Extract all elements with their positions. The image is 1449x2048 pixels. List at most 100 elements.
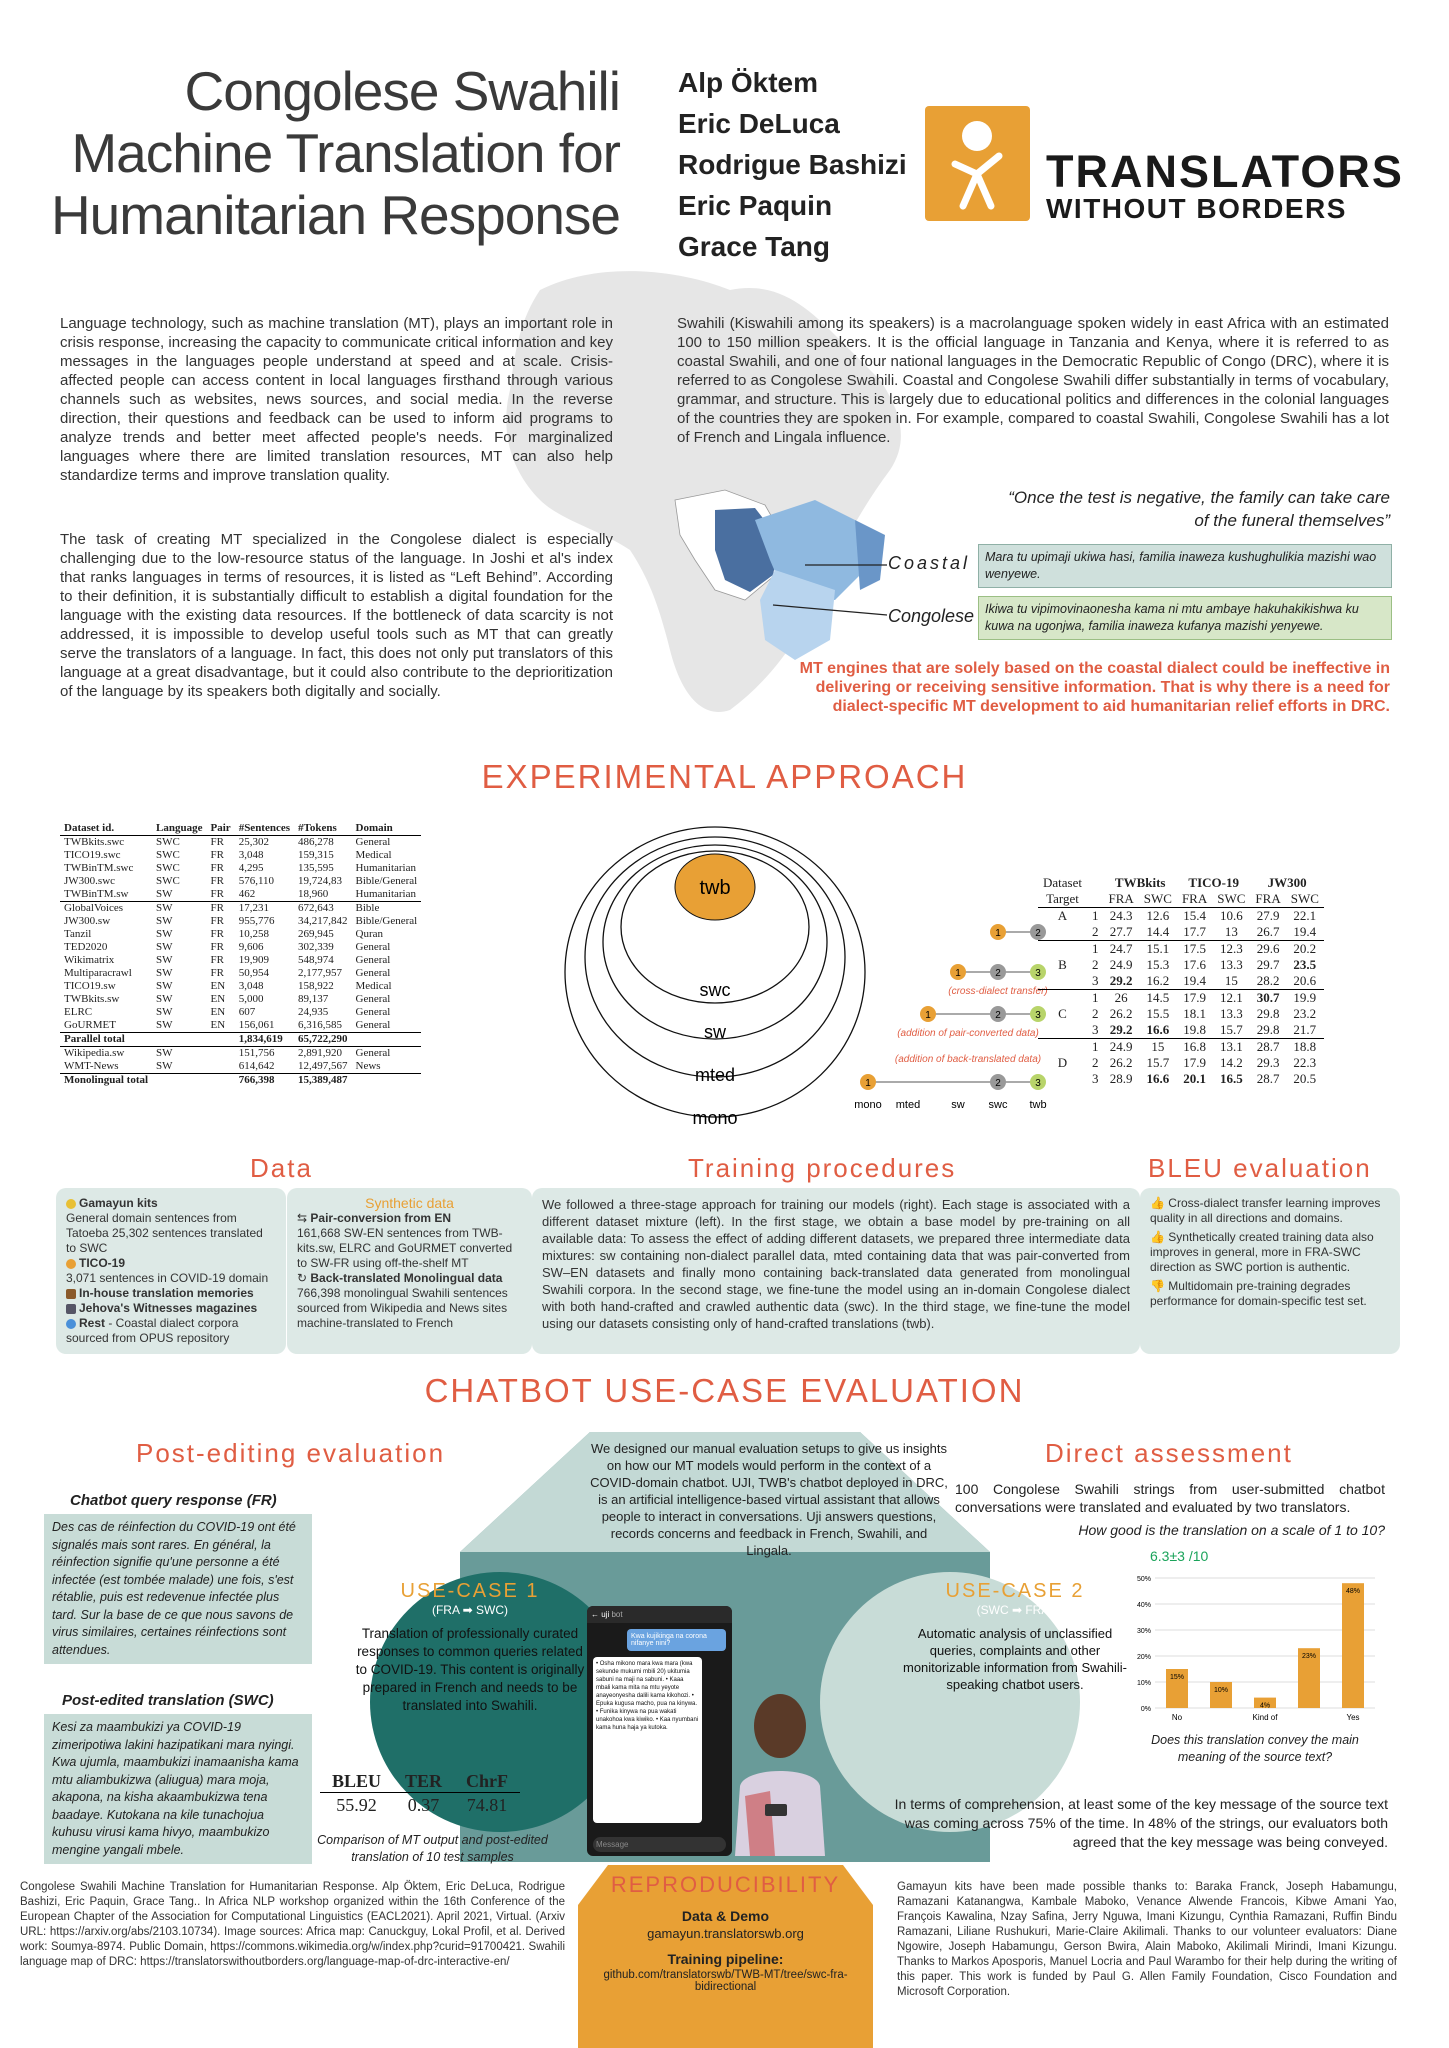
author: Rodrigue Bashizi <box>678 149 907 180</box>
table-cell: SW <box>156 954 173 966</box>
table-cell <box>352 1033 422 1047</box>
data-demo-link[interactable]: gamayun.translatorswb.org <box>647 1926 804 1941</box>
message-input[interactable]: Message <box>593 1837 726 1852</box>
table-cell: Multiparacrawl <box>64 967 132 979</box>
table-cell: TICO19.sw <box>64 980 116 992</box>
bar-value-label: 23% <box>1302 1653 1316 1660</box>
axis-label: mted <box>896 1099 920 1111</box>
table-cell: 10.6 <box>1219 908 1243 923</box>
table-row: GoURMET SW EN 156,061 6,316,585 General <box>60 1019 421 1033</box>
bleu-results-table: Dataset TWBkits TICO-19 JW300 Target FRA… <box>1038 875 1324 1087</box>
bleu-evaluation-panel: 👍 Cross-dialect transfer learning improv… <box>1140 1188 1400 1354</box>
use-case-1-circle <box>370 1572 630 1832</box>
table-cell: General <box>355 1019 391 1031</box>
back-arrow-icon[interactable]: ← <box>591 1610 599 1619</box>
svg-text:3: 3 <box>1035 1010 1041 1021</box>
table-cell: 13.3 <box>1219 957 1243 972</box>
table-cell: 20.2 <box>1293 941 1317 956</box>
table-cell: 16.6 <box>1146 1022 1170 1037</box>
table-row: 1 24.7 15.1 17.5 12.3 29.6 20.2 <box>1038 940 1324 958</box>
table-cell: FR <box>210 915 224 927</box>
svg-text:(addition of pair-converted da: (addition of pair-converted data) <box>897 1028 1039 1039</box>
table-cell: 20.1 <box>1183 1071 1206 1086</box>
table-cell: 17.7 <box>1183 924 1206 939</box>
table-cell: FR <box>210 967 224 979</box>
table-cell: Wikipedia.sw <box>64 1047 125 1059</box>
section-post-editing: Post-editing evaluation <box>136 1438 446 1468</box>
quote: “Once the test is negative, the family c… <box>1008 488 1390 530</box>
pipeline-c: 1 2 3 (addition of pair-converted data) <box>897 1006 1046 1039</box>
table-cell: JW300.sw <box>64 915 111 927</box>
circle-mted <box>584 836 846 1078</box>
table-row: Wikimatrix SW FR 19,909 548,974 General <box>60 954 421 967</box>
circle-label-mono: mono <box>692 1108 737 1128</box>
table-cell: EN <box>210 993 226 1005</box>
circle-label-mted: mted <box>695 1065 735 1085</box>
svg-text:2: 2 <box>995 968 1001 979</box>
table-cell: 24.3 <box>1109 908 1133 923</box>
table-header: #Tokens <box>294 822 352 836</box>
table-cell: 12.6 <box>1146 908 1170 923</box>
table-cell: SW <box>156 915 173 927</box>
red-highlight-note: MT engines that are solely based on the … <box>799 660 1390 715</box>
table-cell: 12.3 <box>1219 941 1243 956</box>
table-cell: ELRC <box>64 1006 93 1018</box>
circle-label-swc: swc <box>700 980 731 1000</box>
table-cell: 13 <box>1224 924 1238 939</box>
y-tick-label: 30% <box>1137 1628 1151 1635</box>
bar <box>1254 1697 1276 1708</box>
table-cell <box>152 1033 206 1047</box>
table-cell: Medical <box>355 849 392 861</box>
table-cell: FR <box>210 836 224 848</box>
group-label <box>1038 990 1087 1007</box>
book-icon <box>66 1288 76 1299</box>
table-cell: SW <box>156 980 173 992</box>
table-cell: 19.9 <box>1293 990 1317 1005</box>
table-row: Tanzil SW FR 10,258 269,945 Quran <box>60 928 421 941</box>
table-cell: FR <box>210 888 224 900</box>
table-row: TWBinTM.sw SW FR 462 18,960 Humanitarian <box>60 888 421 902</box>
y-tick-label: 10% <box>1137 1680 1151 1687</box>
table-cell: 28.2 <box>1256 973 1280 988</box>
table-cell: 17.9 <box>1183 990 1206 1005</box>
group-label <box>1038 941 1087 958</box>
axis-label: mono <box>854 1099 882 1111</box>
table-cell: SWC <box>156 836 180 848</box>
table-cell: 65,722,290 <box>298 1033 348 1045</box>
svg-text:(cross-dialect transfer): (cross-dialect transfer) <box>948 986 1047 997</box>
data-panel-real: Gamayun kits General domain sentences fr… <box>56 1188 286 1354</box>
pipeline-link[interactable]: github.com/translatorswb/TWB-MT/tree/swc… <box>603 1969 848 1993</box>
table-cell: 4,295 <box>238 862 264 874</box>
y-tick-label: 40% <box>1137 1602 1151 1609</box>
author: Eric Paquin <box>678 190 833 221</box>
table-cell <box>207 1033 235 1047</box>
table-cell: 10,258 <box>238 928 269 940</box>
table-cell: 3,048 <box>238 980 264 992</box>
use-case-2: USE-CASE 2 (SWC ➡ FRA) Automatic analysi… <box>903 1580 1127 1692</box>
table-row: TED2020 SW FR 9,606 302,339 General <box>60 941 421 954</box>
table-cell: GlobalVoices <box>64 902 124 914</box>
table-cell: SWC <box>156 862 180 874</box>
table-cell: SWC <box>156 875 180 887</box>
chatbot-query-box: Des cas de réinfection du COVID-19 ont é… <box>44 1514 312 1664</box>
table-cell: 29.8 <box>1256 1006 1280 1021</box>
target-label: 2 <box>1091 1006 1099 1021</box>
section-direct-assessment: Direct assessment <box>1045 1438 1293 1468</box>
twb-logo-icon <box>925 106 1030 221</box>
axis-label: sw <box>951 1099 965 1111</box>
twb-logo-text: TRANSLATORS WITHOUT BORDERS <box>1046 146 1404 224</box>
table-cell: TWBkits.swc <box>64 836 125 848</box>
data-mixture-circles: twb swc sw mted mono <box>564 826 866 1128</box>
table-cell: FR <box>210 954 224 966</box>
table-row: ELRC SW EN 607 24,935 General <box>60 1006 421 1019</box>
table-cell: 14.4 <box>1146 924 1170 939</box>
table-cell: TWBinTM.sw <box>64 888 129 900</box>
table-cell: 135,595 <box>298 862 334 874</box>
phone-mockup: ← uji bot Kwa kujikinga na corona nifany… <box>587 1606 732 1856</box>
data-panel-synthetic: Synthetic data ⇆ Pair-conversion from EN… <box>287 1188 532 1354</box>
bar <box>1210 1682 1232 1708</box>
svg-text:2: 2 <box>1035 928 1041 939</box>
intro-paragraph-1: Language technology, such as machine tra… <box>60 315 613 484</box>
table-cell: SW <box>156 902 173 914</box>
table-cell: 26.7 <box>1256 924 1280 939</box>
